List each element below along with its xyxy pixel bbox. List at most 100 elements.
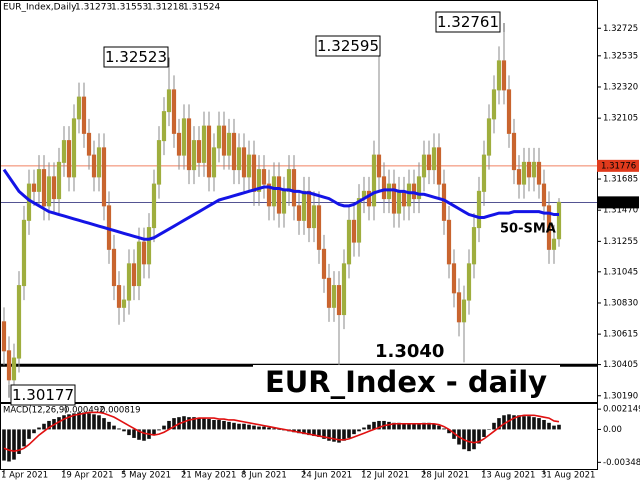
macd-bar [487,429,491,430]
macd-bar [252,425,256,430]
chart-title: EUR_Index - daily [265,365,547,399]
candle-body [231,132,237,171]
candle-body [341,263,347,316]
sma-line [2,168,559,241]
y-tick-label: 1.30615 [603,330,638,340]
macd-bar [557,424,561,430]
support-level-label: 1.3040 [375,341,444,362]
sma-label: 50-SMA [500,222,556,237]
y-tick-label: 1.30190 [603,391,638,401]
candle-body [101,147,107,207]
macd-bar [552,425,556,430]
macd-bar [167,420,171,430]
candle-body [116,285,122,308]
macd-bar [377,420,381,430]
x-tick-label: 19 Apr 2021 [61,471,114,480]
candle-body [506,89,512,134]
macd-bar [227,421,231,430]
macd-bar [152,429,156,436]
macd-bar [537,418,541,430]
macd-bar [222,420,226,430]
annotation-box [315,35,381,57]
macd-bar [507,414,511,430]
macd-bar [107,421,111,430]
macd-bar [472,429,476,450]
candle-body [246,154,252,178]
candle-body [201,125,207,163]
x-tick-label: 12 Jul 2021 [361,471,409,480]
macd-label: MACD(12,26,9) [3,406,68,416]
macd-signal-line [3,411,560,452]
annotation-label: 1.32761 [437,13,499,31]
candle-body [91,154,97,178]
candle-body [416,176,422,200]
current-price-label: 1.31524 [601,198,636,208]
macd-y-tick-label: 0.002149 [603,405,640,415]
macd-bar [302,429,306,435]
candle-body [496,60,502,91]
ohlc-open: 1.31273 [75,3,112,13]
candle-body [546,205,552,250]
candle-body [136,241,142,287]
macd-bar [442,428,446,430]
macd-bar [397,422,401,430]
macd-bar [547,422,551,430]
candle-body [406,183,412,207]
macd-bar [142,429,146,441]
candle-body [176,132,182,156]
ohlc-low: 1.31218 [147,3,184,13]
candle-body [336,285,342,316]
candle-body [356,198,362,243]
macd-bar [527,416,531,430]
macd-bar [352,429,356,435]
macd-bar [187,417,191,430]
macd-bar [122,429,126,432]
candle-body [511,132,517,171]
macd-bar [492,422,496,430]
plot-area [0,23,597,398]
macd-bar [77,412,81,430]
macd-bar [37,427,41,430]
candle-body [291,169,297,207]
resistance-price-label: 1.31776 [601,161,636,171]
macd-bar [417,423,421,430]
candle-body [41,169,47,207]
macd-bar [172,418,176,430]
x-tick-label: 13 Aug 2021 [481,471,535,480]
candle-body [191,140,197,171]
candle-body [266,183,272,207]
candle-body [321,248,327,279]
candle-body [16,285,22,359]
macd-bar [327,429,331,441]
candle-body [271,176,277,207]
macd-y-tick-label: -0.003487 [603,458,640,468]
macd-bar [332,429,336,442]
macd-bar [32,429,36,434]
candle-body [166,89,172,113]
macd-bar [22,429,26,447]
macd-bar [62,415,66,430]
candle-body [446,219,452,265]
candle-body [451,263,457,294]
candle-body [301,190,307,221]
macd-bar [357,429,361,432]
candle-body [56,161,62,200]
candle-body [426,154,432,171]
candle-body [61,140,67,163]
macd-bar [132,429,136,438]
macd-bar [347,429,351,438]
candle-body [376,154,382,178]
candle-body [131,263,137,287]
y-tick-label: 1.31470 [603,206,638,216]
macd-bar [17,429,21,454]
candle-body [221,125,227,156]
macd-bar [42,423,46,430]
candle-body [461,299,467,323]
candle-body [486,118,492,156]
macd-bar [372,421,376,430]
candle-body [6,350,12,381]
candle-body [536,161,542,185]
candle-body [141,241,147,265]
current-price-label-box [597,196,639,209]
candle-body [216,125,222,149]
